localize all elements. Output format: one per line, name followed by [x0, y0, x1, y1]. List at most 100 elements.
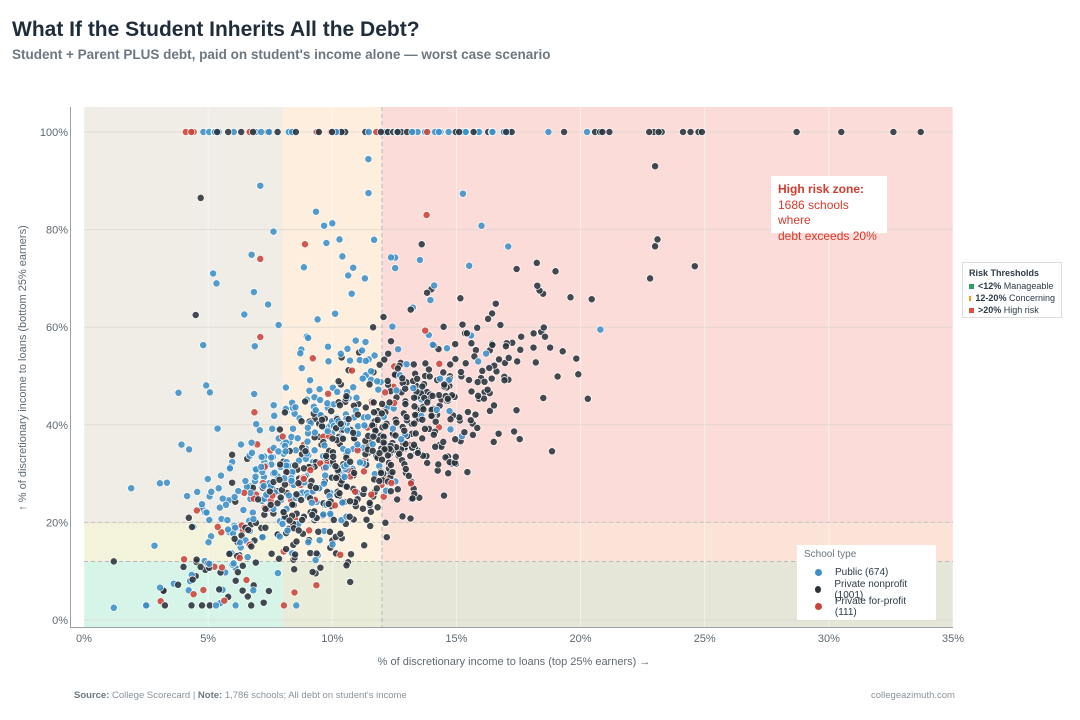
point-public — [198, 500, 206, 509]
point-private-for-profit — [336, 550, 345, 559]
point-private-for-profit — [278, 432, 287, 441]
point-public — [248, 448, 256, 457]
point-private-nonprofit — [566, 293, 575, 302]
point-public — [312, 207, 320, 216]
point-private-nonprofit — [411, 411, 420, 419]
point-public — [328, 219, 337, 228]
point-public — [397, 435, 406, 444]
point-private-nonprofit — [690, 262, 699, 271]
point-public — [310, 428, 319, 437]
annotation-line-2: debt exceeds 20% — [778, 228, 877, 243]
point-private-nonprofit — [439, 368, 448, 377]
point-private-nonprofit — [435, 391, 443, 400]
x-tick-label: 20% — [570, 633, 592, 645]
point-private-nonprofit — [410, 419, 419, 428]
point-private-nonprofit — [273, 128, 282, 136]
point-private-nonprofit — [496, 321, 505, 329]
point-public — [320, 479, 328, 488]
point-public — [291, 403, 300, 412]
point-private-nonprofit — [451, 435, 460, 444]
point-private-nonprofit — [410, 402, 419, 411]
point-private-nonprofit — [297, 417, 306, 426]
point-private-nonprofit — [471, 410, 480, 419]
point-private-nonprofit — [213, 128, 222, 136]
point-private-nonprofit — [261, 504, 270, 513]
point-public — [306, 376, 315, 385]
point-public — [247, 438, 256, 447]
point-private-nonprofit — [553, 372, 562, 381]
point-public — [269, 227, 278, 236]
point-private-nonprofit — [279, 508, 288, 517]
point-private-for-profit — [306, 466, 315, 475]
point-public — [409, 384, 418, 393]
point-private-for-profit — [290, 588, 299, 597]
point-public — [193, 487, 202, 496]
point-private-nonprofit — [228, 450, 237, 459]
point-private-nonprofit — [280, 408, 289, 417]
legend-item-private-nonprofit[interactable]: Private nonprofit (1001) — [804, 578, 929, 601]
point-private-nonprofit — [231, 576, 240, 585]
point-private-nonprofit — [837, 128, 846, 136]
point-private-nonprofit — [347, 550, 355, 559]
point-private-nonprofit — [792, 128, 801, 136]
point-private-nonprofit — [292, 490, 301, 499]
point-public — [367, 367, 375, 376]
point-public — [281, 447, 290, 456]
point-private-nonprofit — [345, 512, 354, 521]
point-public — [274, 447, 283, 456]
point-private-nonprofit — [109, 557, 118, 566]
point-private-nonprofit — [276, 493, 285, 502]
point-private-nonprofit — [408, 494, 417, 503]
point-private-for-profit — [199, 586, 208, 594]
point-private-nonprofit — [379, 438, 388, 447]
point-private-nonprofit — [424, 365, 433, 374]
point-public — [204, 538, 213, 547]
point-private-nonprofit — [346, 497, 354, 506]
point-private-nonprofit — [376, 128, 385, 136]
legend-title: School type — [804, 549, 857, 560]
point-private-nonprofit — [446, 360, 455, 369]
point-public — [205, 516, 214, 524]
point-public — [289, 424, 297, 433]
point-private-nonprofit — [533, 281, 542, 290]
point-private-nonprofit — [316, 563, 325, 572]
legend-item-private-for-profit[interactable]: Private for-profit (111) — [804, 596, 929, 618]
point-public — [349, 383, 358, 392]
point-private-nonprofit — [551, 267, 560, 276]
point-private-nonprofit — [294, 526, 303, 535]
point-private-nonprofit — [451, 355, 460, 363]
point-public — [373, 377, 382, 386]
point-public — [544, 128, 553, 136]
point-private-nonprofit — [266, 500, 275, 509]
point-private-nonprofit — [237, 128, 246, 136]
point-private-nonprofit — [406, 305, 415, 314]
point-private-nonprofit — [291, 461, 300, 470]
point-private-nonprofit — [344, 415, 353, 424]
point-public — [212, 279, 221, 288]
point-private-nonprofit — [230, 534, 239, 543]
point-public — [252, 420, 261, 429]
point-private-nonprofit — [342, 392, 351, 401]
point-private-nonprofit — [401, 384, 410, 393]
point-private-nonprofit — [381, 518, 390, 527]
point-public — [446, 425, 455, 434]
point-public — [230, 493, 239, 501]
x-tick-label: 15% — [445, 633, 467, 645]
point-public — [303, 423, 312, 432]
point-private-nonprofit — [410, 393, 419, 402]
legend-label: Private nonprofit (1001) — [834, 578, 908, 601]
point-private-nonprofit — [439, 437, 448, 446]
point-public — [436, 374, 444, 383]
point-public — [315, 536, 324, 545]
point-private-nonprofit — [298, 516, 307, 524]
point-public — [240, 310, 249, 319]
x-tick-label: 0% — [76, 633, 92, 645]
point-private-nonprofit — [517, 332, 526, 341]
legend-item-public[interactable]: Public (674) — [804, 564, 929, 581]
point-private-nonprofit — [473, 323, 482, 332]
point-public — [394, 345, 403, 354]
point-private-nonprofit — [419, 405, 428, 414]
point-private-nonprofit — [375, 477, 384, 485]
point-private-nonprofit — [539, 323, 548, 332]
point-private-nonprofit — [587, 295, 596, 304]
